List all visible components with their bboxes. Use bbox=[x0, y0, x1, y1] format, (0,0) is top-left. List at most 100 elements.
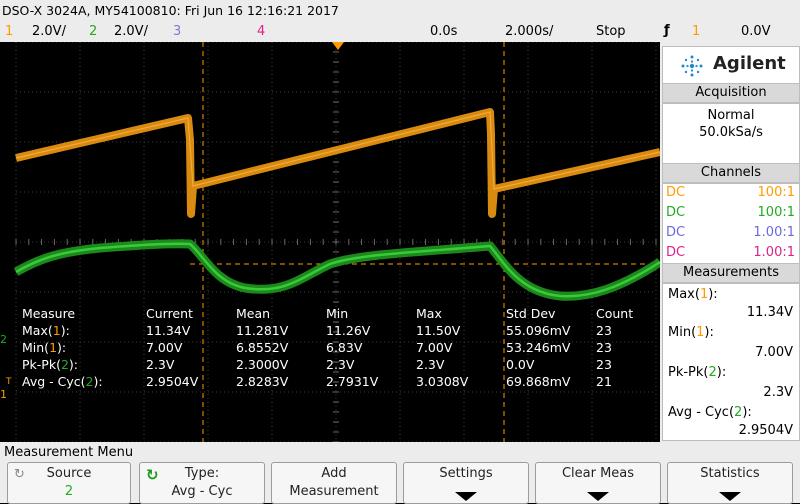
ch1-probe: 100:1 bbox=[757, 185, 795, 200]
row-measure-name: Pk-Pk( bbox=[22, 357, 61, 372]
ch3-number[interactable]: 3 bbox=[173, 24, 182, 39]
acquisition-header: Acquisition bbox=[662, 83, 800, 103]
rotate-knob-icon: ↻ bbox=[146, 466, 159, 484]
table-row: Max(1): bbox=[22, 324, 70, 337]
table-cell: 23 bbox=[596, 323, 612, 338]
table-cell: 2.7931V bbox=[326, 374, 379, 389]
rising-edge-icon: ƒ bbox=[664, 23, 670, 38]
statistics-softkey[interactable]: Statistics bbox=[667, 462, 793, 504]
table-cell: 7.00V bbox=[416, 340, 453, 355]
instrument-title: DSO-X 3024A, MY54100810: Fri Jun 16 12:1… bbox=[2, 3, 339, 18]
waveform-display: 2 1 T Measure Current Mean Min Max Std D… bbox=[0, 42, 660, 442]
measurements-box: Max(1): 11.34V Min(1): 7.00V Pk-Pk(2): 2… bbox=[662, 283, 800, 441]
row-measure-name: Max( bbox=[22, 323, 53, 338]
table-cell: 53.246mV bbox=[506, 340, 571, 355]
time-delay[interactable]: 0.0s bbox=[430, 24, 458, 39]
ch4-number[interactable]: 4 bbox=[257, 24, 266, 39]
trigger-position-marker[interactable] bbox=[332, 42, 344, 50]
add-measurement-softkey[interactable]: Add Measurement bbox=[271, 462, 397, 504]
add-value: Measurement bbox=[289, 484, 379, 499]
ch1-waveform bbox=[15, 108, 660, 218]
table-cell: 23 bbox=[596, 357, 612, 372]
row-measure-close: ): bbox=[68, 357, 78, 372]
stats-header-current: Current bbox=[146, 306, 193, 321]
trigger-source[interactable]: 1 bbox=[692, 24, 701, 39]
stats-header-max: Max bbox=[416, 306, 442, 321]
clear-meas-label: Clear Meas bbox=[561, 466, 635, 481]
row-source: 1 bbox=[49, 340, 58, 355]
table-cell: 0.0V bbox=[506, 357, 535, 372]
type-softkey[interactable]: ↻ Type: Avg - Cyc bbox=[139, 462, 265, 504]
acquisition-rate: 50.0kSa/s bbox=[699, 125, 763, 140]
run-state[interactable]: Stop bbox=[596, 24, 626, 39]
acquisition-mode: Normal bbox=[707, 108, 755, 123]
settings-label: Settings bbox=[439, 466, 493, 481]
ch1-coupling: DC bbox=[666, 185, 686, 200]
brand-name: Agilent bbox=[713, 53, 786, 74]
stats-header-stddev: Std Dev bbox=[506, 306, 556, 321]
ch2-probe: 100:1 bbox=[757, 205, 795, 220]
status-bar: DSO-X 3024A, MY54100810: Fri Jun 16 12:1… bbox=[0, 0, 800, 42]
type-value: Avg - Cyc bbox=[171, 484, 233, 499]
row-source: 2 bbox=[60, 357, 69, 372]
submenu-arrow-icon bbox=[587, 492, 609, 501]
ch4-probe: 1.00:1 bbox=[753, 245, 795, 260]
table-cell: 6.83V bbox=[326, 340, 363, 355]
table-cell: 7.00V bbox=[146, 340, 183, 355]
table-cell: 69.868mV bbox=[506, 374, 571, 389]
right-info-panel: Agilent Acquisition Normal 50.0kSa/s Cha… bbox=[660, 42, 800, 442]
ch4-coupling: DC bbox=[666, 245, 686, 260]
acquisition-box: Normal 50.0kSa/s bbox=[662, 103, 800, 165]
table-cell: 11.34V bbox=[146, 323, 191, 338]
ch1-waveform-noise bbox=[15, 111, 660, 190]
ch2-scale[interactable]: 2.0V/ bbox=[114, 24, 148, 39]
ch1-scale[interactable]: 2.0V/ bbox=[32, 24, 66, 39]
ch1-number[interactable]: 1 bbox=[5, 24, 14, 39]
table-row: Avg - Cyc(2): bbox=[22, 375, 103, 388]
channels-box: DC 100:1 DC 100:1 DC 1.00:1 DC 1.00:1 bbox=[662, 183, 800, 265]
trigger-level-marker[interactable]: T bbox=[6, 377, 12, 387]
type-label: Type: bbox=[184, 466, 220, 481]
ch1-ground-marker[interactable]: 1 bbox=[0, 388, 7, 401]
stats-header-min: Min bbox=[326, 306, 349, 321]
table-cell: 2.8283V bbox=[236, 374, 289, 389]
meas-value: 7.00V bbox=[755, 345, 793, 360]
table-cell: 11.281V bbox=[236, 323, 289, 338]
row-measure-close: ): bbox=[93, 374, 103, 389]
meas-value: 2.3V bbox=[763, 385, 793, 400]
table-cell: 2.9504V bbox=[146, 374, 199, 389]
table-cell: 3.0308V bbox=[416, 374, 469, 389]
agilent-spark-icon bbox=[681, 55, 703, 77]
meas-value: 2.9504V bbox=[738, 423, 793, 438]
rotate-knob-icon: ↻ bbox=[14, 467, 25, 482]
trigger-level[interactable]: 0.0V bbox=[741, 24, 771, 39]
statistics-label: Statistics bbox=[700, 466, 760, 481]
submenu-arrow-icon bbox=[455, 492, 477, 501]
meas-label: Max(1): bbox=[668, 287, 718, 302]
ch2-number[interactable]: 2 bbox=[89, 24, 98, 39]
row-measure-close: ): bbox=[57, 340, 67, 355]
menu-title: Measurement Menu bbox=[4, 445, 134, 460]
measurements-header: Measurements bbox=[662, 263, 800, 283]
row-measure-name: Avg - Cyc( bbox=[22, 374, 86, 389]
row-measure-close: ): bbox=[60, 323, 70, 338]
channels-header: Channels bbox=[662, 163, 800, 183]
stats-header-mean: Mean bbox=[236, 306, 271, 321]
table-cell: 2.3V bbox=[146, 357, 175, 372]
table-cell: 11.50V bbox=[416, 323, 461, 338]
softkey-menu-bar: Measurement Menu bbox=[0, 442, 800, 503]
source-softkey[interactable]: ↻ Source 2 bbox=[7, 462, 131, 504]
time-scale[interactable]: 2.000s/ bbox=[505, 24, 554, 39]
source-label: Source bbox=[46, 466, 92, 481]
ch2-ground-marker[interactable]: 2 bbox=[0, 333, 7, 346]
clear-meas-softkey[interactable]: Clear Meas bbox=[535, 462, 661, 504]
table-cell: 2.3V bbox=[416, 357, 445, 372]
meas-value: 11.34V bbox=[746, 305, 793, 320]
stats-header-count: Count bbox=[596, 306, 634, 321]
row-source: 1 bbox=[52, 323, 61, 338]
settings-softkey[interactable]: Settings bbox=[403, 462, 529, 504]
stats-header-measure: Measure bbox=[22, 306, 76, 321]
meas-label: Min(1): bbox=[668, 325, 714, 340]
row-source: 2 bbox=[85, 374, 94, 389]
table-cell: 23 bbox=[596, 340, 612, 355]
